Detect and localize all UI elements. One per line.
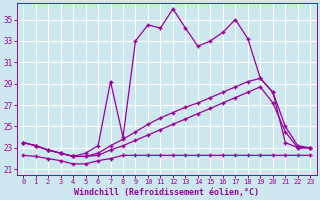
- X-axis label: Windchill (Refroidissement éolien,°C): Windchill (Refroidissement éolien,°C): [74, 188, 259, 197]
